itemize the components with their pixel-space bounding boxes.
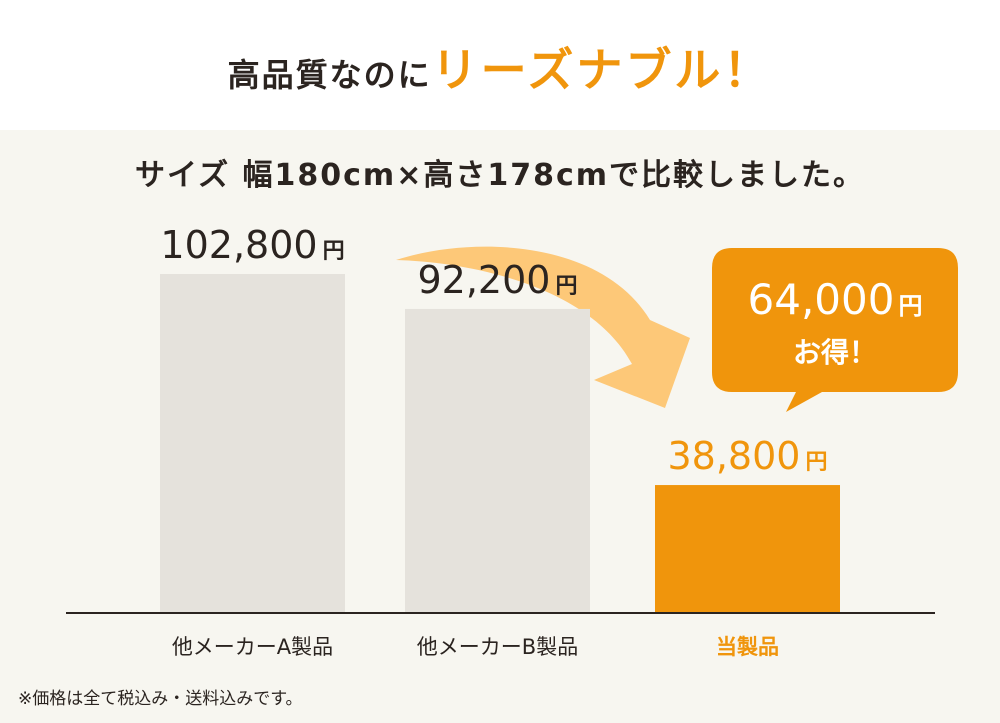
bar-1: [160, 274, 345, 613]
category-label-2: 他メーカーB製品: [417, 635, 578, 659]
category-label-1: 他メーカーA製品: [172, 635, 333, 659]
headline-accent: リーズナブル！: [431, 43, 773, 97]
value-label-2: 92,200 円: [418, 258, 578, 302]
callout-bubble: [712, 248, 958, 412]
value-label-3: 38,800 円: [668, 434, 828, 478]
arrow-shape: [396, 246, 690, 408]
callout-text: お得！: [793, 336, 877, 369]
header: [0, 0, 1000, 130]
category-label-3: 当製品: [716, 635, 779, 659]
callout-amount: 64,000 円: [748, 275, 923, 324]
footnote: ※価格は全て税込み・送料込みです。: [18, 689, 303, 709]
bar-3: [655, 485, 840, 613]
chart-title: サイズ 幅180cm×高さ178cmで比較しました。: [134, 158, 865, 193]
value-label-1: 102,800 円: [160, 223, 344, 267]
headline-lead: 高品質なのに: [227, 56, 432, 94]
headline: 高品質なのにリーズナブル！: [0, 34, 1000, 100]
bar-2: [405, 308, 590, 613]
